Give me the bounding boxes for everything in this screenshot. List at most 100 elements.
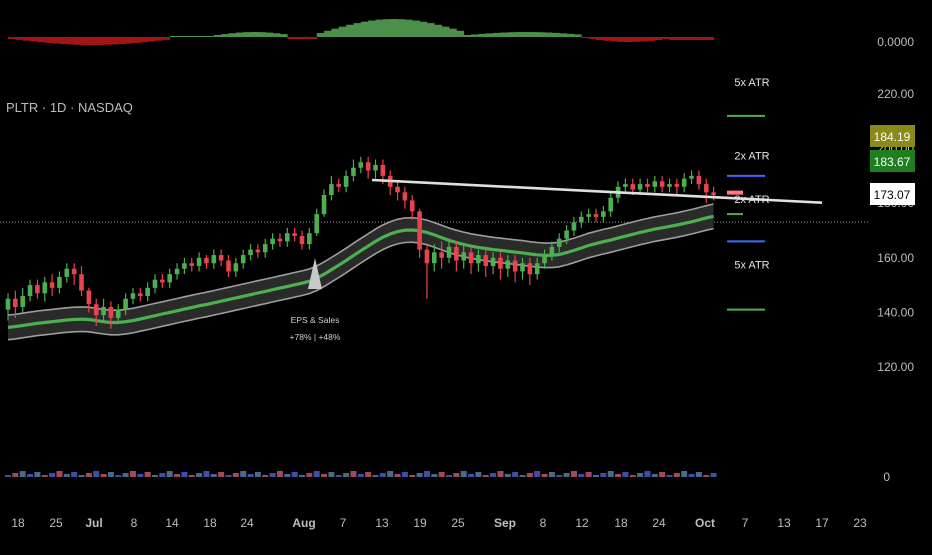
candle-body — [218, 255, 224, 261]
volume-bar — [423, 471, 430, 477]
candle-body — [307, 233, 312, 245]
volume-bar — [497, 471, 504, 477]
candle-body — [226, 260, 231, 272]
candle-body — [681, 178, 687, 187]
volume-bar — [34, 472, 41, 477]
oscillator-bar — [118, 37, 126, 45]
oscillator-bar — [294, 37, 303, 39]
oscillator-bar — [640, 37, 648, 42]
candle-body — [468, 252, 474, 264]
atr-label: 2x ATR — [734, 194, 769, 206]
oscillator-bar — [434, 24, 443, 37]
x-axis-tick-label: 8 — [540, 516, 547, 530]
volume-bar — [254, 472, 261, 477]
candle-body — [593, 214, 599, 217]
volume-bar — [593, 475, 599, 477]
candle-body — [542, 255, 547, 264]
volume-bar — [78, 475, 85, 477]
oscillator-bar — [382, 19, 391, 37]
oscillator-bar — [412, 20, 420, 37]
candle-body — [586, 214, 591, 217]
oscillator-bar — [500, 32, 509, 37]
moving-average-line — [7, 214, 714, 329]
atr-label: 5x ATR — [734, 77, 769, 89]
candle-body — [277, 238, 283, 242]
candle-body — [395, 186, 400, 193]
volume-bar — [350, 471, 357, 477]
oscillator-bar — [302, 37, 310, 39]
candle-body — [520, 263, 525, 272]
oscillator-bar — [96, 37, 104, 45]
candle-body — [446, 246, 452, 258]
volume-bar — [401, 472, 408, 477]
volume-bar — [56, 471, 63, 477]
oscillator-bar — [235, 32, 244, 37]
volume-bar — [673, 473, 680, 477]
volume-bar — [659, 472, 666, 477]
x-axis-tick-label: 25 — [49, 516, 63, 530]
oscillator-bar — [632, 37, 641, 42]
oscillator-bar — [81, 37, 90, 45]
oscillator-bar — [449, 28, 457, 37]
atr-label: 2x ATR — [734, 151, 769, 163]
oscillator-bar — [698, 37, 707, 40]
volume-bar — [152, 475, 158, 477]
candle-body — [490, 257, 496, 266]
volume-bar — [107, 472, 114, 477]
volume-bar — [504, 474, 511, 477]
volume-bar — [225, 475, 232, 477]
oscillator-bar — [272, 33, 281, 37]
candle-body — [645, 184, 650, 187]
volume-bar — [482, 475, 489, 477]
oscillator-bar — [397, 19, 406, 37]
candle-body — [42, 282, 48, 294]
volume-bar — [122, 473, 129, 477]
candle-body — [123, 298, 128, 310]
volume-bar — [585, 472, 592, 477]
oscillator-bar — [324, 30, 332, 37]
pink-marker — [727, 190, 743, 195]
candle-body — [652, 181, 658, 187]
volume-bar — [269, 473, 276, 477]
volume-bar — [526, 473, 533, 477]
oscillator-bar — [331, 28, 340, 37]
volume-bar — [41, 475, 48, 477]
oscillator-bar — [654, 37, 663, 40]
x-axis-tick-label: 18 — [203, 516, 217, 530]
volume-bar — [321, 474, 328, 477]
oscillator-bar — [551, 32, 560, 37]
candle-body — [20, 296, 25, 307]
candle-body — [292, 233, 297, 236]
candle-body — [476, 255, 481, 264]
volume-bar — [49, 473, 56, 477]
volume-bar — [144, 472, 151, 477]
volume-bar — [365, 472, 372, 477]
x-axis-tick-label: 13 — [375, 516, 389, 530]
oscillator-bar — [485, 33, 494, 37]
oscillator-bar — [478, 33, 487, 37]
oscillator-bar — [110, 37, 119, 45]
oscillator-bar — [581, 37, 590, 38]
volume-bar — [622, 472, 629, 477]
volume-bar — [232, 473, 239, 477]
candle-body — [343, 175, 349, 187]
candle-body — [248, 249, 253, 256]
volume-bar — [71, 472, 78, 477]
volume-bar — [188, 475, 195, 477]
candle-body — [483, 255, 489, 266]
candle-body — [571, 222, 577, 231]
candle-body — [351, 167, 356, 176]
candle-body — [432, 252, 437, 264]
oscillator-bar — [463, 35, 472, 37]
oscillator-bar — [419, 21, 428, 37]
candle-body — [5, 298, 11, 310]
x-axis-tick-label: 24 — [240, 516, 254, 530]
candle-body — [498, 257, 503, 269]
oscillator-bar — [74, 37, 82, 45]
oscillator-bar — [191, 36, 200, 37]
candle-body — [659, 181, 665, 187]
candle-body — [130, 293, 136, 299]
x-axis-tick-label: Sep — [494, 516, 516, 530]
